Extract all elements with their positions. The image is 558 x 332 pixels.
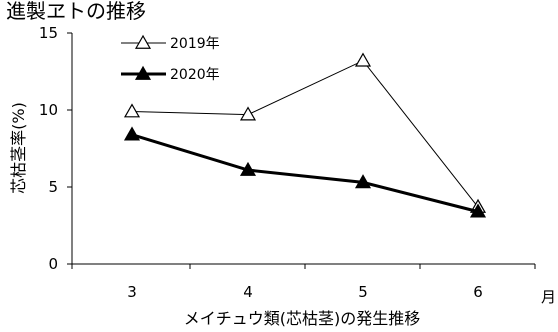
x-tick-label: 4 — [243, 283, 253, 301]
data-point — [123, 126, 141, 141]
x-tick-label: 6 — [473, 283, 483, 301]
series-line — [131, 60, 479, 208]
x-tick-label: 3 — [127, 283, 137, 301]
legend-marker — [134, 34, 152, 49]
series-line — [131, 133, 479, 214]
y-tick-label: 5 — [48, 178, 58, 196]
chart-title: 進製ヱトの推移 — [6, 0, 146, 23]
series-layer — [123, 52, 487, 218]
x-tick-label: 5 — [358, 283, 368, 301]
y-axis-label: 芯枯茎率(%) — [9, 102, 28, 194]
legend-entry: 2020年 — [121, 65, 220, 83]
y-axis: 0 5 10 15 — [39, 24, 73, 273]
data-point — [239, 161, 257, 176]
data-point — [354, 174, 372, 189]
x-axis-unit: 月 — [541, 288, 556, 306]
series-2020年 — [123, 126, 487, 218]
legend-entry: 2019年 — [121, 34, 220, 52]
data-point — [469, 203, 487, 218]
x-axis: 3 4 5 6 — [71, 263, 536, 301]
data-point — [239, 106, 257, 121]
legend-label: 2019年 — [170, 36, 220, 52]
data-point — [123, 103, 141, 118]
y-tick-label: 0 — [48, 255, 58, 273]
legend: 2019年 2020年 — [121, 34, 220, 83]
legend-label: 2020年 — [170, 67, 220, 83]
legend-marker — [134, 65, 152, 80]
y-tick-label: 10 — [39, 101, 58, 119]
data-point — [354, 52, 372, 67]
x-axis-label: メイチュウ類(芯枯茎)の発生推移 — [184, 309, 421, 328]
y-tick-label: 15 — [39, 24, 58, 42]
